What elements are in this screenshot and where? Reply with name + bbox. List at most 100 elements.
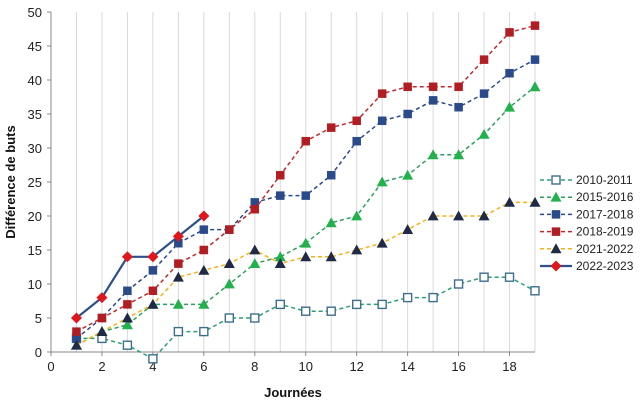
y-tick-label-35: 35 — [28, 107, 42, 122]
data-point-2021-2022-11 — [325, 251, 337, 262]
x-tick-label-2: 2 — [98, 359, 105, 374]
series-2022-2023 — [70, 210, 210, 324]
legend-label-2018-2019: 2018-2019 — [576, 225, 634, 239]
data-point-2021-2022-8 — [249, 244, 261, 255]
data-point-2015-2016-15 — [427, 149, 439, 160]
data-point-2010-2011-15 — [428, 292, 438, 303]
legend: 2010-2011 2015-2016 2017-2018 2018-2019 2021… — [540, 173, 634, 273]
data-point-2010-2011-11 — [326, 306, 336, 316]
data-point-2022-2023-3 — [121, 251, 133, 263]
x-tick-label-14: 14 — [400, 359, 414, 374]
data-point-2015-2016-8 — [249, 258, 261, 268]
data-point-2021-2022-12 — [351, 244, 363, 255]
data-point-2017-2018-13 — [377, 116, 387, 126]
data-point-2022-2023-2 — [96, 292, 108, 304]
data-point-2022-2023-6 — [198, 210, 210, 222]
data-point-2010-2011-7 — [224, 313, 235, 323]
legend-marker-2022-2023 — [550, 260, 562, 272]
data-point-2017-2018-4 — [148, 266, 158, 275]
data-point-2018-2019-15 — [428, 82, 438, 92]
data-point-2018-2019-2 — [97, 313, 107, 323]
legend-marker-2015-2016 — [550, 191, 562, 202]
y-axis-title: Différence de buts — [3, 125, 18, 238]
data-point-2015-2016-12 — [351, 210, 363, 221]
tick-labels: 0 2 4 6 8 10 12 14 16 18 0 5 10 15 20 25 30 35 40 45 50 — [28, 5, 517, 374]
data-point-2018-2019-19 — [530, 21, 540, 30]
legend-marker-2021-2022 — [550, 243, 562, 254]
data-point-2018-2019-14 — [403, 82, 412, 92]
x-axis-title: Journées — [264, 385, 322, 400]
data-point-2021-2022-13 — [376, 237, 388, 248]
data-point-2022-2023-5 — [172, 230, 184, 242]
y-tick-label-40: 40 — [28, 73, 42, 88]
series-2021-2022 — [70, 196, 541, 350]
data-point-2018-2019-1 — [72, 327, 81, 336]
data-point-2021-2022-3 — [121, 312, 133, 323]
x-tick-label-8: 8 — [251, 359, 258, 374]
data-point-2017-2018-19 — [530, 55, 540, 64]
data-point-2010-2011-10 — [301, 306, 311, 316]
x-tick-label-12: 12 — [349, 359, 363, 374]
data-point-2010-2011-4 — [148, 354, 158, 364]
data-point-2021-2022-5 — [172, 271, 184, 282]
x-tick-label-16: 16 — [451, 359, 465, 374]
data-point-2010-2011-18 — [504, 272, 515, 282]
y-tick-label-30: 30 — [28, 141, 42, 156]
y-tick-label-15: 15 — [28, 243, 42, 258]
data-point-2018-2019-9 — [276, 170, 285, 180]
data-point-2017-2018-9 — [276, 191, 285, 200]
legend-label-2017-2018: 2017-2018 — [576, 207, 634, 221]
data-point-2021-2022-15 — [427, 210, 439, 221]
legend-marker-2010-2011 — [551, 175, 561, 185]
data-point-2018-2019-13 — [377, 89, 387, 98]
data-point-2021-2022-14 — [402, 224, 414, 234]
data-point-2022-2023-4 — [147, 251, 159, 263]
data-point-2010-2011-13 — [377, 299, 387, 310]
data-point-2017-2018-17 — [479, 89, 489, 98]
data-point-2010-2011-12 — [351, 299, 362, 310]
data-point-2021-2022-18 — [504, 196, 516, 207]
data-point-2021-2022-2 — [96, 326, 108, 336]
legend-label-2021-2022: 2021-2022 — [576, 242, 634, 256]
data-point-2015-2016-17 — [478, 128, 490, 139]
data-point-2021-2022-4 — [147, 298, 159, 309]
series-line-2022-2023 — [75, 215, 205, 319]
data-point-2015-2016-16 — [453, 149, 465, 160]
data-point-2021-2022-6 — [198, 264, 210, 275]
legend-label-2015-2016: 2015-2016 — [576, 190, 634, 204]
data-point-2010-2011-17 — [479, 272, 489, 282]
data-point-2010-2011-8 — [250, 313, 260, 323]
data-point-2018-2019-10 — [301, 136, 310, 146]
y-tick-label-5: 5 — [35, 311, 42, 326]
data-point-2015-2016-7 — [223, 278, 235, 289]
legend-marker-2017-2018 — [551, 210, 561, 219]
series-2018-2019 — [72, 21, 540, 336]
data-point-2018-2019-12 — [352, 116, 361, 126]
x-tick-label-4: 4 — [149, 359, 156, 374]
data-point-2021-2022-19 — [529, 196, 541, 207]
data-point-2015-2016-14 — [402, 169, 414, 180]
x-tick-label-0: 0 — [47, 359, 54, 374]
data-point-2018-2019-16 — [454, 82, 463, 92]
gridlines — [75, 12, 536, 352]
series-plot-area — [70, 21, 541, 364]
data-point-2017-2018-11 — [326, 170, 336, 180]
data-point-2018-2019-5 — [174, 259, 183, 268]
data-point-2022-2023-1 — [70, 312, 82, 324]
data-point-2015-2016-6 — [198, 298, 210, 309]
data-point-2021-2022-16 — [453, 210, 465, 221]
data-point-2021-2022-9 — [274, 258, 286, 268]
y-tick-label-25: 25 — [28, 175, 42, 190]
data-point-2018-2019-4 — [148, 286, 158, 296]
data-point-2018-2019-18 — [505, 28, 514, 37]
data-point-2017-2018-14 — [403, 109, 412, 119]
legend-marker-2018-2019 — [551, 227, 561, 236]
data-point-2010-2011-6 — [199, 326, 209, 337]
data-point-2015-2016-18 — [504, 101, 516, 112]
data-point-2015-2016-11 — [325, 217, 337, 228]
data-point-2015-2016-3 — [121, 319, 133, 330]
data-point-2017-2018-12 — [352, 136, 361, 146]
y-tick-label-45: 45 — [28, 39, 42, 54]
